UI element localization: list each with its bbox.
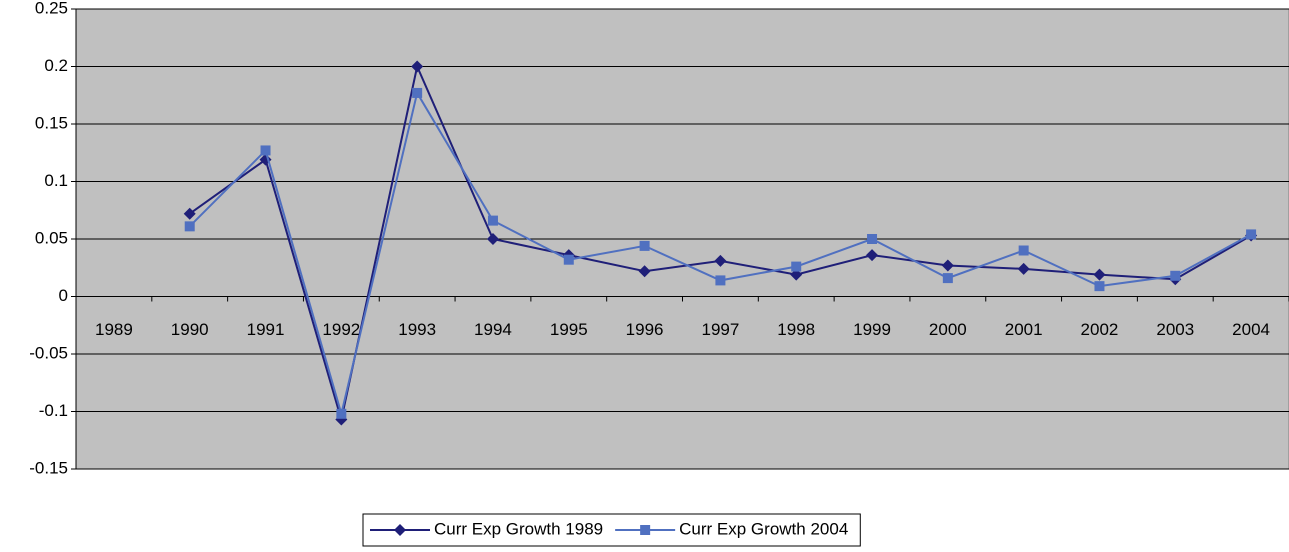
- marker: [486, 233, 499, 245]
- x-tick-label: 1997: [701, 320, 739, 339]
- y-tick-label: -0.1: [39, 401, 68, 420]
- marker: [183, 207, 196, 220]
- x-tick-label: 1991: [247, 320, 285, 339]
- marker: [639, 240, 650, 251]
- marker: [791, 261, 802, 272]
- y-tick-label: -0.15: [29, 458, 68, 477]
- marker: [867, 234, 878, 244]
- legend-box: [362, 513, 861, 547]
- marker: [1246, 229, 1257, 240]
- marker: [1093, 268, 1106, 281]
- marker: [394, 524, 406, 536]
- legend-label: Curr Exp Growth 2004: [679, 519, 848, 538]
- x-tick-label: 1998: [777, 320, 815, 339]
- marker: [640, 525, 651, 535]
- x-tick-label: 1992: [322, 320, 360, 339]
- x-tick-label: 1989: [95, 320, 133, 339]
- marker: [1018, 245, 1029, 256]
- x-tick-label: 1993: [398, 320, 436, 339]
- x-tick-label: 2000: [929, 320, 967, 339]
- y-tick-label: 0.2: [44, 56, 68, 75]
- x-tick-label: 1999: [853, 320, 891, 339]
- marker: [260, 145, 271, 156]
- y-tick-label: 0.15: [35, 113, 68, 132]
- marker: [336, 408, 347, 419]
- marker: [942, 273, 953, 284]
- x-tick-label: 1994: [474, 320, 512, 339]
- y-tick-label: 0: [59, 286, 68, 305]
- marker: [412, 87, 423, 98]
- marker: [715, 275, 726, 286]
- x-tick-label: 2003: [1156, 320, 1194, 339]
- y-tick-label: 0.05: [35, 228, 68, 247]
- legend-label: Curr Exp Growth 1989: [434, 519, 603, 538]
- x-tick-label: 2004: [1232, 320, 1270, 339]
- x-tick-label: 2001: [1005, 320, 1043, 339]
- marker: [1017, 262, 1030, 275]
- y-tick-label: 0.25: [35, 0, 68, 17]
- x-tick-label: 1996: [626, 320, 664, 339]
- x-tick-label: 2002: [1081, 320, 1119, 339]
- x-tick-label: 1990: [171, 320, 209, 339]
- marker: [411, 60, 424, 73]
- marker: [1094, 281, 1105, 292]
- marker: [184, 221, 195, 232]
- marker: [1170, 270, 1181, 281]
- marker: [563, 254, 574, 265]
- marker: [790, 268, 803, 281]
- x-tick-label: 1995: [550, 320, 588, 339]
- marker: [638, 265, 651, 278]
- marker: [487, 215, 498, 226]
- y-tick-label: 0.1: [44, 171, 68, 190]
- y-tick-label: -0.05: [29, 343, 68, 362]
- marker: [714, 254, 727, 267]
- marker: [941, 259, 954, 272]
- marker: [866, 249, 879, 262]
- legend: Curr Exp Growth 1989 Curr Exp Growth 2004: [362, 513, 861, 547]
